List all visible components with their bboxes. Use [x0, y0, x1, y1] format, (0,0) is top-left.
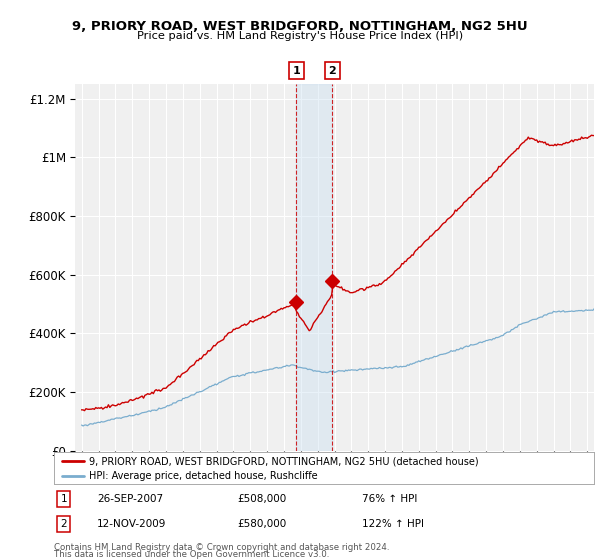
Bar	[296, 84, 332, 451]
Text: 2: 2	[328, 66, 336, 76]
Text: HPI: Average price, detached house, Rushcliffe: HPI: Average price, detached house, Rush…	[89, 472, 318, 481]
Text: 1: 1	[293, 66, 300, 76]
Text: 9, PRIORY ROAD, WEST BRIDGFORD, NOTTINGHAM, NG2 5HU: 9, PRIORY ROAD, WEST BRIDGFORD, NOTTINGH…	[72, 20, 528, 32]
Text: This data is licensed under the Open Government Licence v3.0.: This data is licensed under the Open Gov…	[54, 550, 329, 559]
Text: 76% ↑ HPI: 76% ↑ HPI	[362, 494, 417, 504]
Text: 122% ↑ HPI: 122% ↑ HPI	[362, 519, 424, 529]
Text: 1: 1	[61, 494, 67, 504]
Text: Contains HM Land Registry data © Crown copyright and database right 2024.: Contains HM Land Registry data © Crown c…	[54, 543, 389, 552]
Text: Price paid vs. HM Land Registry's House Price Index (HPI): Price paid vs. HM Land Registry's House …	[137, 31, 463, 41]
Text: 12-NOV-2009: 12-NOV-2009	[97, 519, 167, 529]
Text: 26-SEP-2007: 26-SEP-2007	[97, 494, 163, 504]
Text: £508,000: £508,000	[238, 494, 287, 504]
Text: 2: 2	[61, 519, 67, 529]
Text: £580,000: £580,000	[238, 519, 287, 529]
Text: 9, PRIORY ROAD, WEST BRIDGFORD, NOTTINGHAM, NG2 5HU (detached house): 9, PRIORY ROAD, WEST BRIDGFORD, NOTTINGH…	[89, 456, 479, 466]
